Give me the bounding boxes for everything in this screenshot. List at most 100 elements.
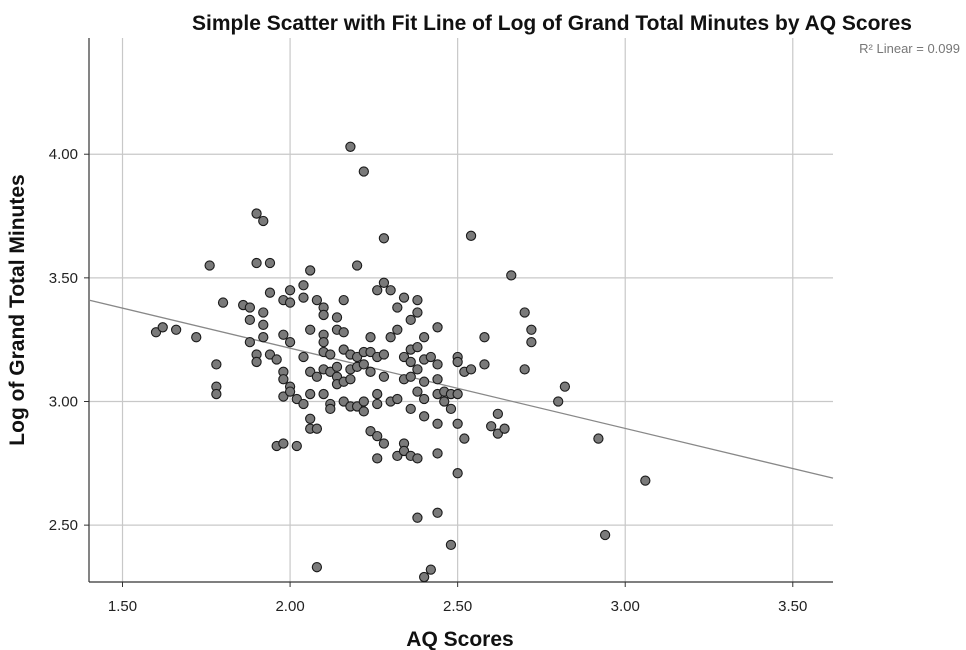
x-axis-label: AQ Scores xyxy=(406,628,513,650)
scatter-point xyxy=(479,359,490,370)
scatter-point xyxy=(305,265,316,276)
fit-line-layer xyxy=(88,299,834,479)
scatter-point xyxy=(258,215,269,227)
scatter-point xyxy=(325,403,336,415)
scatter-point xyxy=(358,396,369,407)
scatter-point xyxy=(492,408,504,420)
scatter-point xyxy=(553,396,564,407)
scatter-point xyxy=(439,396,450,407)
scatter-point xyxy=(358,166,369,177)
scatter-point xyxy=(412,512,423,523)
scatter-point xyxy=(264,287,276,298)
scatter-point xyxy=(358,359,369,370)
scatter-point xyxy=(432,359,443,370)
scatter-point xyxy=(412,294,423,306)
fit-line xyxy=(88,299,834,479)
scatter-point xyxy=(278,438,289,449)
scatter-point xyxy=(432,507,443,518)
scatter-point xyxy=(506,270,517,281)
scatter-point xyxy=(412,364,423,375)
scatter-point xyxy=(465,364,477,375)
scatter-point xyxy=(526,336,537,348)
scatter-point xyxy=(398,292,410,303)
scatter-point xyxy=(311,294,323,306)
scatter-point xyxy=(217,297,229,308)
scatter-point xyxy=(318,336,329,348)
scatter-point xyxy=(412,307,423,318)
scatter-point xyxy=(284,386,296,397)
scatter-point xyxy=(365,332,376,343)
scatter-point xyxy=(599,529,611,541)
scatter-point xyxy=(244,302,256,313)
scatter-point xyxy=(331,312,343,323)
scatter-point xyxy=(298,398,309,410)
tick-labels: 1.50 2.00 2.50 3.00 3.50 2.50 3.00 3.50 4.00 xyxy=(49,146,808,615)
scatter-point xyxy=(251,356,262,368)
scatter-point xyxy=(311,562,323,573)
scatter-point xyxy=(278,374,289,385)
scatter-point xyxy=(191,332,202,343)
scatter-point xyxy=(291,440,302,452)
scatter-point xyxy=(392,324,403,335)
scatter-point xyxy=(640,475,651,486)
scatter-point xyxy=(405,403,416,415)
scatter-point xyxy=(452,418,463,429)
scatter-point xyxy=(412,386,423,397)
scatter-point xyxy=(559,381,571,392)
scatter-point xyxy=(465,230,477,241)
scatter-point xyxy=(526,324,537,335)
scatter-point xyxy=(418,393,430,405)
scatter-point xyxy=(412,453,423,464)
scatter-point xyxy=(405,314,416,326)
scatter-point xyxy=(157,322,168,333)
scatter-point xyxy=(405,356,416,368)
scatter-point xyxy=(318,388,329,400)
scatter-point xyxy=(345,141,356,152)
scatter-point xyxy=(211,388,222,400)
scatter-point xyxy=(385,285,396,296)
y-tick-label: 2.50 xyxy=(49,517,78,534)
scatter-point xyxy=(372,453,383,464)
scatter-point xyxy=(432,448,443,459)
scatter-point xyxy=(452,468,463,479)
scatter-point xyxy=(378,349,390,360)
scatter-point xyxy=(392,393,403,405)
scatter-point xyxy=(405,371,416,382)
scatter-point xyxy=(311,371,323,382)
r-squared-annotation: R² Linear = 0.099 xyxy=(859,41,960,56)
scatter-point xyxy=(385,332,396,343)
scatter-point xyxy=(258,332,269,343)
scatter-point xyxy=(170,324,182,335)
scatter-point xyxy=(519,364,530,375)
scatter-point xyxy=(452,356,463,368)
scatter-point xyxy=(244,336,256,348)
scatter-point xyxy=(378,438,390,449)
scatter-point xyxy=(418,376,430,387)
scatter-point xyxy=(392,302,403,313)
x-tick-label: 3.50 xyxy=(778,598,807,615)
scatter-point xyxy=(432,322,443,333)
scatter-point xyxy=(459,433,470,444)
chart-title: Simple Scatter with Fit Line of Log of G… xyxy=(192,12,912,35)
data-points xyxy=(150,141,651,583)
scatter-point xyxy=(258,307,269,318)
scatter-point xyxy=(412,341,423,353)
scatter-point xyxy=(445,403,457,415)
scatter-point xyxy=(204,260,215,271)
scatter-point xyxy=(325,349,336,360)
scatter-point xyxy=(298,351,309,363)
scatter-point xyxy=(378,371,390,382)
grid-lines xyxy=(89,38,833,582)
x-tick-label: 1.50 xyxy=(108,598,137,615)
y-axis-label: Log of Grand Total Minutes xyxy=(6,174,29,445)
scatter-point xyxy=(445,539,457,551)
scatter-point xyxy=(418,332,430,343)
scatter-point xyxy=(378,233,390,244)
scatter-point xyxy=(372,398,383,410)
scatter-point xyxy=(351,260,363,271)
scatter-point xyxy=(298,292,309,303)
scatter-point xyxy=(338,327,349,338)
scatter-point xyxy=(499,423,510,434)
scatter-point xyxy=(271,354,282,365)
